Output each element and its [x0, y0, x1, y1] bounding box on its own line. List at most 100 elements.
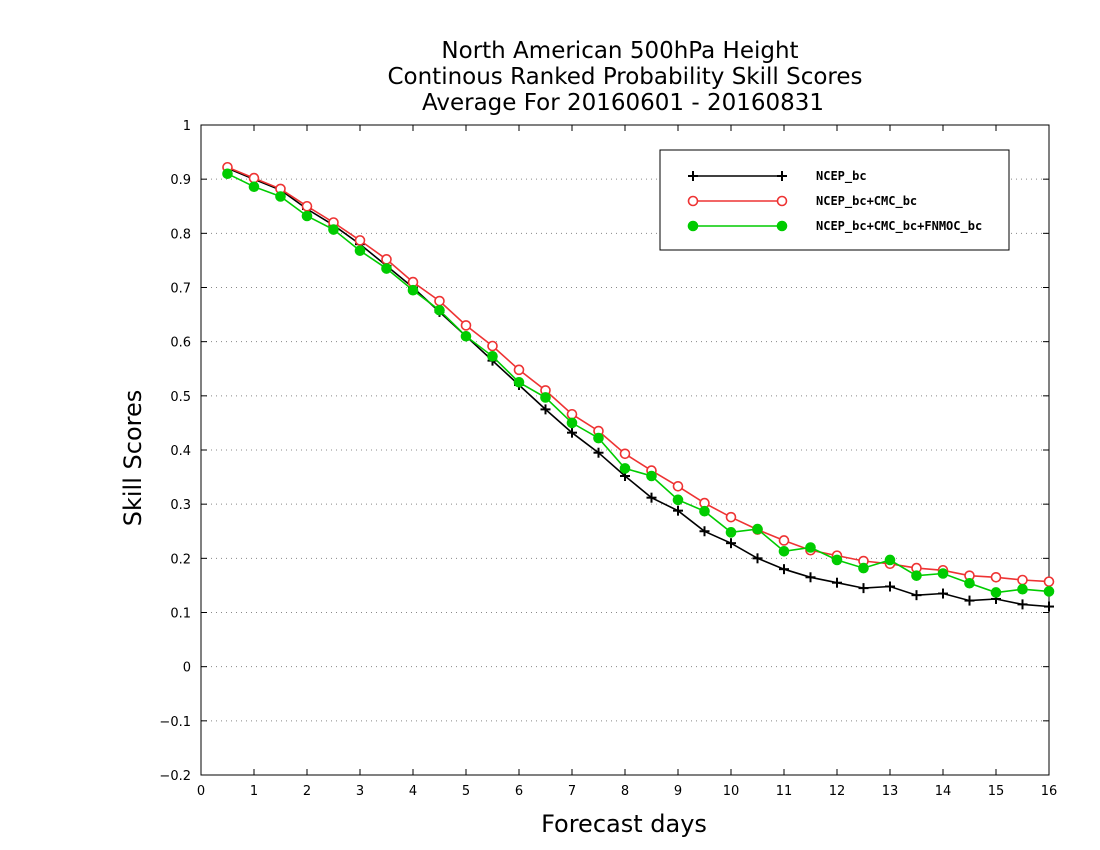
data-point — [1017, 599, 1028, 610]
data-point — [487, 350, 498, 362]
data-point — [964, 577, 975, 589]
y-tick-label: −0.1 — [159, 715, 191, 730]
data-point — [381, 263, 392, 274]
legend-entry: NCEP_bc+CMC_bc+FNMOC_bc — [687, 219, 982, 234]
data-point — [566, 417, 578, 429]
legend-box — [659, 149, 1010, 251]
data-point — [778, 545, 790, 557]
legend-label: NCEP_bc+CMC_bc — [816, 194, 917, 209]
x-tick-label: 4 — [409, 784, 417, 799]
data-point — [460, 330, 472, 342]
data-point — [938, 588, 948, 599]
x-axis: 0 1 2 3 4 5 6 7 8 9 10 11 12 13 14 15 16 — [197, 125, 1057, 799]
x-tick-label: 3 — [356, 784, 364, 799]
legend-entry: NCEP_bc — [688, 169, 867, 184]
data-point — [1017, 574, 1028, 586]
legend: NCEP_bc NCEP_bc+CMC_bc NCEP_bc+CMC_bc+FNMO… — [659, 149, 1010, 251]
y-axis: −0.2 −0.1 0 0.1 0.2 0.3 0.4 0.5 0.6 0.7 0.8 0.9 1 — [159, 119, 1049, 784]
data-point — [593, 432, 604, 444]
data-point — [460, 320, 472, 331]
data-point — [672, 480, 684, 492]
data-point — [619, 463, 631, 474]
title-line-3: Average For 20160601 - 20160831 — [422, 90, 824, 116]
x-tick-label: 7 — [568, 784, 576, 799]
x-tick-label: 15 — [988, 784, 1005, 799]
data-point — [301, 210, 313, 222]
data-point — [688, 171, 698, 181]
data-point — [777, 171, 787, 181]
data-point — [354, 235, 366, 246]
y-tick-label: −0.2 — [159, 769, 191, 784]
data-point — [619, 448, 631, 460]
data-point — [566, 408, 578, 420]
series-ncep-bc-cmc-bc-fnmoc-bc — [222, 168, 1055, 598]
data-point — [990, 571, 1002, 583]
data-point — [381, 254, 392, 265]
data-point — [831, 554, 843, 566]
data-point — [779, 564, 789, 575]
data-point — [673, 505, 683, 516]
title-line-1: North American 500hPa Height — [441, 38, 798, 64]
data-point — [593, 447, 604, 458]
data-point — [699, 526, 710, 537]
data-point — [805, 542, 816, 553]
data-point — [832, 577, 842, 588]
y-tick-label: 0.1 — [170, 607, 191, 622]
legend-label: NCEP_bc — [816, 169, 867, 184]
data-point — [778, 535, 790, 546]
data-point — [540, 404, 551, 415]
data-point — [540, 392, 551, 403]
x-tick-label: 10 — [723, 784, 740, 799]
data-point — [858, 562, 869, 574]
data-point — [752, 553, 763, 564]
data-point — [858, 583, 869, 594]
y-tick-label: 0.3 — [170, 498, 191, 513]
data-point — [434, 295, 445, 307]
data-point — [222, 168, 233, 180]
title-line-2: Continous Ranked Probability Skill Score… — [387, 64, 862, 90]
x-tick-label: 1 — [250, 784, 258, 799]
x-tick-label: 2 — [303, 784, 311, 799]
data-point — [407, 284, 419, 296]
data-point — [301, 200, 313, 212]
data-point — [752, 523, 763, 535]
y-tick-label: 0.4 — [170, 444, 191, 459]
data-point — [434, 304, 445, 316]
data-point — [937, 568, 949, 579]
data-point — [725, 527, 737, 538]
data-point — [328, 224, 339, 235]
x-tick-label: 12 — [829, 784, 846, 799]
data-point — [672, 494, 684, 506]
x-tick-label: 8 — [621, 784, 629, 799]
data-point — [275, 191, 286, 202]
data-point — [646, 470, 657, 482]
data-point — [884, 554, 896, 566]
data-point — [725, 511, 737, 523]
data-point — [699, 505, 710, 517]
y-tick-label: 0.2 — [170, 552, 191, 567]
legend-label: NCEP_bc+CMC_bc+FNMOC_bc — [816, 219, 982, 234]
y-axis-label: Skill Scores — [119, 390, 147, 527]
y-tick-label: 0.7 — [170, 282, 191, 297]
data-point — [776, 195, 788, 207]
x-tick-label: 14 — [935, 784, 952, 799]
y-tick-label: 0.8 — [170, 227, 191, 242]
x-tick-label: 11 — [776, 784, 793, 799]
data-point — [805, 572, 816, 583]
series-layer — [222, 161, 1055, 612]
series-ncep-bc-cmc-bc — [222, 161, 1055, 587]
x-tick-label: 13 — [882, 784, 899, 799]
data-point — [513, 376, 525, 388]
data-point — [964, 595, 975, 606]
data-point — [726, 538, 736, 549]
data-point — [646, 492, 657, 503]
y-tick-label: 0.9 — [170, 173, 191, 188]
x-tick-label: 0 — [197, 784, 205, 799]
data-point — [776, 220, 788, 232]
y-tick-label: 1 — [183, 119, 191, 134]
x-tick-label: 16 — [1041, 784, 1058, 799]
data-point — [990, 587, 1002, 598]
x-axis-label: Forecast days — [541, 810, 707, 838]
data-point — [687, 195, 699, 207]
data-point — [248, 172, 260, 184]
